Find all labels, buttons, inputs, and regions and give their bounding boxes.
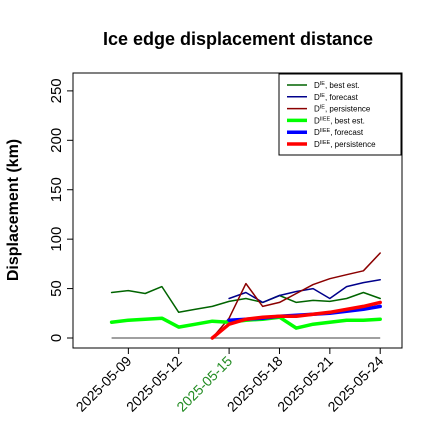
plot-area-frame (72, 72, 403, 349)
y-tick-label: 0 (48, 334, 65, 342)
legend-entry-5: DIIEE, forecast (314, 128, 364, 137)
series-line-2 (228, 278, 381, 304)
y-axis: 0 50 100 150 200 250 (48, 78, 73, 342)
y-tick-label: 200 (48, 128, 65, 153)
legend-entry-1: DIE, best est. (314, 81, 360, 90)
series-line-3 (211, 252, 381, 339)
legend-entry-4: DIIEE, best est. (314, 116, 365, 125)
y-axis-label: Displacement (km) (5, 139, 22, 281)
y-tick-label: 50 (48, 280, 65, 297)
y-tick-label: 150 (48, 177, 65, 202)
x-axis: 2025-05-092025-05-122025-05-152025-05-18… (73, 348, 386, 415)
y-tick-label: 250 (48, 78, 65, 103)
legend-box (278, 73, 402, 156)
legend-entry-3: DIE, persistence (314, 105, 371, 114)
series-line-6 (210, 300, 382, 340)
y-tick-label: 100 (48, 227, 65, 252)
legend: DIE, best est. DIE, forecast DIE, persiste… (278, 73, 402, 156)
legend-entry-6: DIIEE, persistence (314, 140, 376, 149)
series-line-1 (110, 285, 381, 314)
series-layer (109, 252, 382, 340)
chart-title: Ice edge displacement distance (103, 29, 373, 49)
legend-entry-2: DIE, forecast (314, 93, 359, 102)
